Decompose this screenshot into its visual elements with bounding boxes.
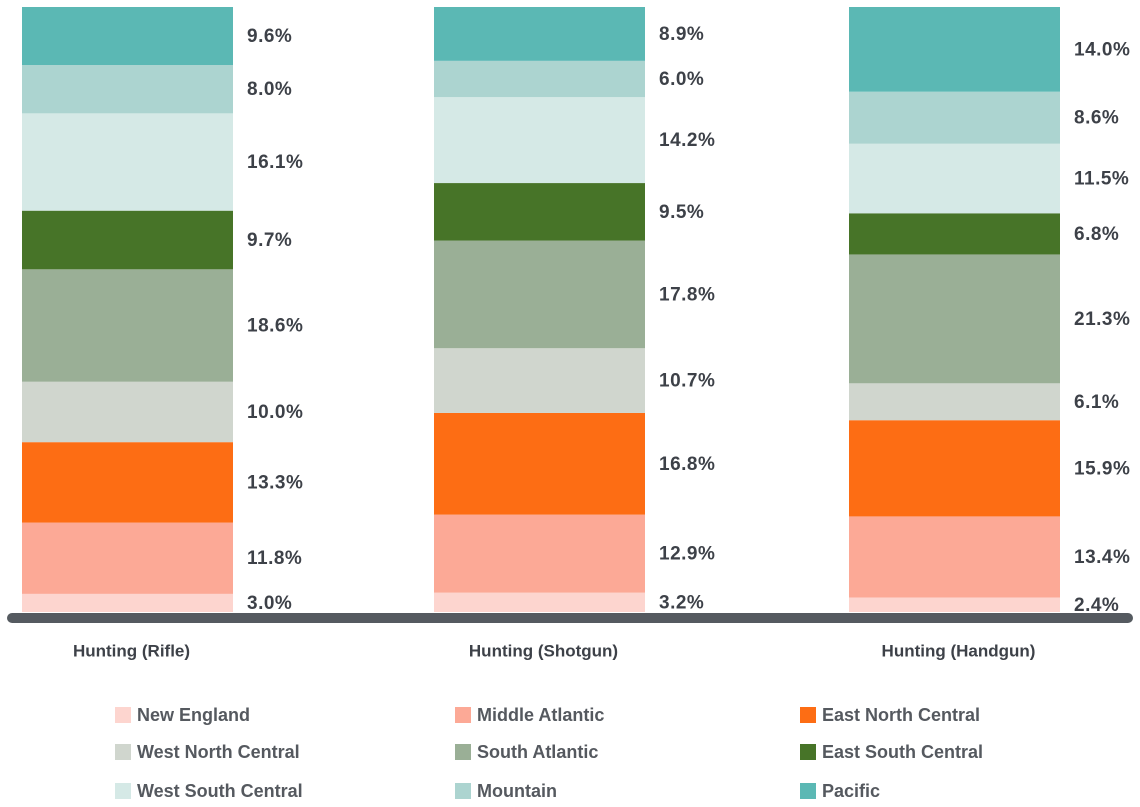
legend-label: West North Central xyxy=(137,742,300,762)
x-tick-label: Hunting (Shotgun) xyxy=(469,641,618,660)
bar-segment xyxy=(849,516,1060,598)
data-label: 9.6% xyxy=(247,26,292,47)
data-label: 11.5% xyxy=(1074,169,1129,190)
data-label: 13.3% xyxy=(247,472,303,493)
data-label: 14.0% xyxy=(1074,39,1130,60)
bar-segment xyxy=(22,65,233,114)
data-label: 8.0% xyxy=(247,79,292,100)
data-label: 6.0% xyxy=(659,69,704,90)
legend-swatch xyxy=(455,744,471,760)
legend-swatch xyxy=(800,783,816,799)
x-tick-label: Hunting (Handgun) xyxy=(882,641,1036,660)
bar-segment xyxy=(849,597,1060,612)
bar-segment xyxy=(434,183,645,241)
legend-label: East South Central xyxy=(822,742,983,762)
bar-segment xyxy=(434,240,645,349)
data-label: 13.4% xyxy=(1074,547,1130,568)
bar-segment xyxy=(849,143,1060,214)
data-label: 18.6% xyxy=(247,316,303,337)
legend-label: South Atlantic xyxy=(477,742,598,762)
data-label: 14.2% xyxy=(659,130,715,151)
data-label: 12.9% xyxy=(659,544,715,565)
bar-segment xyxy=(434,514,645,593)
bar-segment xyxy=(22,593,233,612)
data-label: 21.3% xyxy=(1074,309,1130,330)
legend-label: Mountain xyxy=(477,781,557,801)
legend-swatch xyxy=(800,707,816,723)
legend-swatch xyxy=(800,744,816,760)
bar-segment xyxy=(849,7,1060,92)
data-label: 9.7% xyxy=(247,230,292,251)
legend-label: Middle Atlantic xyxy=(477,705,604,725)
legend-swatch xyxy=(115,783,131,799)
data-label: 17.8% xyxy=(659,284,715,305)
bar-segment xyxy=(22,7,233,66)
legend-label: Pacific xyxy=(822,781,880,801)
bar-segment xyxy=(849,420,1060,517)
bar-segment xyxy=(434,7,645,61)
legend-swatch xyxy=(455,707,471,723)
bar-segment xyxy=(849,383,1060,421)
data-label: 3.2% xyxy=(659,592,704,613)
legend-label: New England xyxy=(137,705,250,725)
bar-segment xyxy=(434,592,645,612)
data-label: 6.1% xyxy=(1074,392,1119,413)
data-label: 10.7% xyxy=(659,371,715,392)
bar-segment xyxy=(849,254,1060,384)
data-label: 3.0% xyxy=(247,593,292,614)
bar-segment xyxy=(22,381,233,443)
bar-segment xyxy=(849,213,1060,255)
bar-segment xyxy=(22,269,233,382)
bar-segment xyxy=(849,91,1060,144)
legend-label: East North Central xyxy=(822,705,980,725)
data-label: 16.1% xyxy=(247,152,303,173)
data-label: 15.9% xyxy=(1074,458,1130,479)
bar-segment xyxy=(434,412,645,515)
data-label: 16.8% xyxy=(659,454,715,475)
bar-segment xyxy=(434,348,645,413)
data-label: 10.0% xyxy=(247,402,303,423)
bar-segment xyxy=(22,113,233,211)
bar-segment xyxy=(22,442,233,523)
bar-segment xyxy=(22,522,233,594)
x-tick-label: Hunting (Rifle) xyxy=(73,641,190,660)
bar-segment xyxy=(434,97,645,184)
bar-segment xyxy=(434,60,645,98)
data-label: 9.5% xyxy=(659,202,704,223)
legend-swatch xyxy=(115,707,131,723)
data-label: 11.8% xyxy=(247,548,302,569)
legend-label: West South Central xyxy=(137,781,303,801)
data-label: 2.4% xyxy=(1074,595,1119,616)
data-label: 6.8% xyxy=(1074,224,1119,245)
data-label: 8.9% xyxy=(659,24,704,45)
bar-segment xyxy=(22,210,233,270)
legend-swatch xyxy=(115,744,131,760)
data-label: 8.6% xyxy=(1074,108,1119,129)
legend-swatch xyxy=(455,783,471,799)
